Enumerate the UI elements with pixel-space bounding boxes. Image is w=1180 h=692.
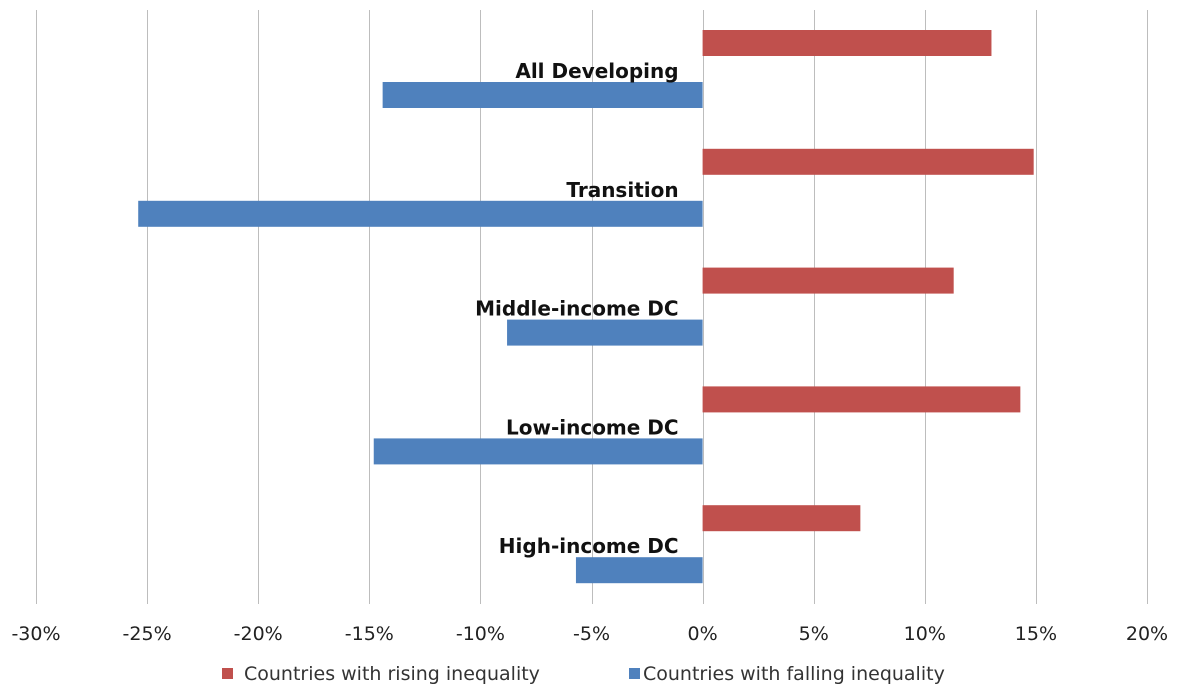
- bar-rising-inequality: [702, 30, 992, 56]
- legend-label: Countries with falling inequality: [643, 663, 945, 685]
- x-tick-label: -20%: [234, 623, 283, 645]
- bar-rising-inequality: [702, 386, 1021, 413]
- gridlines: [36, 10, 1148, 604]
- x-tick-label: 15%: [1015, 623, 1057, 645]
- bar-rising-inequality: [702, 267, 954, 294]
- x-tick-label: 5%: [799, 623, 829, 645]
- category-labels: All Developing Transition Middle-income DC…: [475, 59, 678, 558]
- bar-rising-inequality: [702, 505, 861, 532]
- bar-falling-inequality: [138, 200, 703, 227]
- bar-falling-inequality: [575, 557, 703, 584]
- x-tick-label: -15%: [345, 623, 394, 645]
- bars: [138, 30, 1034, 584]
- bar-falling-inequality: [382, 82, 703, 108]
- category-label: Transition: [566, 178, 678, 202]
- category-label: High-income DC: [499, 534, 679, 558]
- legend-label: Countries with rising inequality: [244, 663, 540, 685]
- x-tick-label: -5%: [573, 623, 610, 645]
- legend-swatch: [222, 668, 233, 679]
- bar-falling-inequality: [373, 438, 703, 465]
- category-label: Low-income DC: [506, 415, 679, 439]
- x-tick-label: -30%: [11, 623, 60, 645]
- bar-falling-inequality: [507, 319, 703, 346]
- category-label: Middle-income DC: [475, 297, 678, 321]
- x-tick-label: 10%: [904, 623, 946, 645]
- x-tick-label: -10%: [456, 623, 505, 645]
- x-tick-label: 20%: [1126, 623, 1168, 645]
- bar-rising-inequality: [702, 148, 1034, 175]
- x-tick-label: 0%: [688, 623, 718, 645]
- x-tick-label: -25%: [123, 623, 172, 645]
- category-label: All Developing: [515, 59, 678, 83]
- x-axis-tick-labels: -30% -25% -20% -15% -10% -5% 0% 5% 10% 15% 20%: [11, 623, 1168, 645]
- legend: Countries with rising inequality Countrie…: [222, 663, 945, 685]
- legend-swatch: [629, 668, 640, 679]
